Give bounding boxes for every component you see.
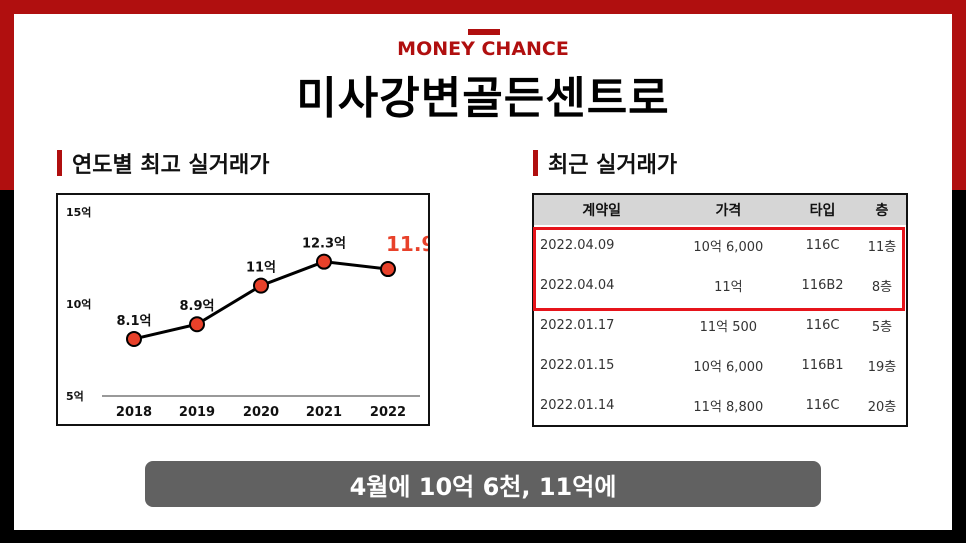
brand-accent-bar xyxy=(468,29,500,35)
cell-type: 116C xyxy=(805,317,840,333)
data-point xyxy=(380,261,396,278)
brand-name: MONEY CHANCE xyxy=(397,38,569,60)
caption-text: 4월에 10억 6천, 11억에 xyxy=(349,472,617,501)
line-chart: 5억 10억 15억 2018 2019 2020 2021 2022 8.1억 8.9억 11억 1… xyxy=(56,193,454,426)
y-tick-label: 10억 xyxy=(66,298,91,311)
cell-price: 11억 500 xyxy=(699,319,758,335)
data-point xyxy=(253,277,269,294)
cell-type: 116B2 xyxy=(801,277,844,293)
data-label: 8.9억 xyxy=(180,299,215,314)
table-row: 2022.01.17 11억 500 116C 5층 xyxy=(534,305,906,345)
cell-price: 10억 6,000 xyxy=(693,359,764,375)
x-tick-label: 2018 xyxy=(116,405,152,420)
cell-floor: 11층 xyxy=(867,239,897,255)
x-tick-label: 2020 xyxy=(243,405,279,420)
x-tick-label: 2022 xyxy=(370,405,406,420)
data-point xyxy=(189,316,205,333)
data-label: 11억 xyxy=(246,261,276,276)
section-marker xyxy=(57,150,62,176)
chart-section-title: 연도별 최고 실거래가 xyxy=(57,148,269,178)
cell-floor: 8층 xyxy=(871,279,893,295)
y-tick-label: 15억 xyxy=(66,206,91,219)
table-header-row: 계약일 가격 타입 층 xyxy=(534,195,906,225)
data-label: 8.1억 xyxy=(117,314,152,329)
header-date: 계약일 xyxy=(534,195,670,225)
cell-date: 2022.01.17 xyxy=(540,317,615,333)
line-chart-svg: 5억 10억 15억 2018 2019 2020 2021 2022 8.1억 8.9억 11억 1… xyxy=(66,206,454,420)
table-row: 2022.01.15 10억 6,000 116B1 19층 xyxy=(534,345,906,385)
cell-date: 2022.01.15 xyxy=(540,357,615,373)
data-label: 12.3억 xyxy=(302,237,346,252)
table-row: 2022.04.09 10억 6,000 116C 11층 xyxy=(534,225,906,265)
cell-type: 116C xyxy=(805,237,840,253)
cell-date: 2022.01.14 xyxy=(540,397,615,413)
cell-price: 10억 6,000 xyxy=(693,239,764,255)
cell-floor: 20층 xyxy=(867,399,897,415)
cell-date: 2022.04.04 xyxy=(540,277,615,293)
data-point xyxy=(316,253,332,270)
transactions-table: 계약일 가격 타입 층 2022.04.09 10억 6,000 116C 11… xyxy=(532,193,908,427)
cell-date: 2022.04.09 xyxy=(540,237,615,253)
x-tick-label: 2019 xyxy=(179,405,215,420)
cell-type: 116B1 xyxy=(801,357,844,373)
data-point xyxy=(126,330,142,347)
section-marker xyxy=(533,150,538,176)
page-title: 미사강변골든센트로 xyxy=(296,73,670,124)
header-floor: 층 xyxy=(857,195,906,225)
cell-floor: 19층 xyxy=(867,359,897,375)
x-tick-label: 2021 xyxy=(306,405,342,420)
cell-type: 116C xyxy=(805,397,840,413)
header-type: 타입 xyxy=(787,195,858,225)
caption-banner: 4월에 10억 6천, 11억에 xyxy=(145,461,821,507)
y-tick-label: 5억 xyxy=(66,390,84,403)
cell-price: 11억 xyxy=(714,279,743,295)
table-row: 2022.04.04 11억 116B2 8층 xyxy=(534,265,906,305)
table-row: 2022.01.14 11억 8,800 116C 20층 xyxy=(534,385,906,425)
table-section-label: 최근 실거래가 xyxy=(548,153,678,178)
header-price: 가격 xyxy=(669,195,788,225)
data-label-highlight: 11.9억 xyxy=(386,232,428,256)
cell-floor: 5층 xyxy=(871,319,893,335)
cell-price: 11억 8,800 xyxy=(693,399,764,415)
chart-section-label: 연도별 최고 실거래가 xyxy=(72,153,270,178)
table-section-title: 최근 실거래가 xyxy=(533,148,677,178)
